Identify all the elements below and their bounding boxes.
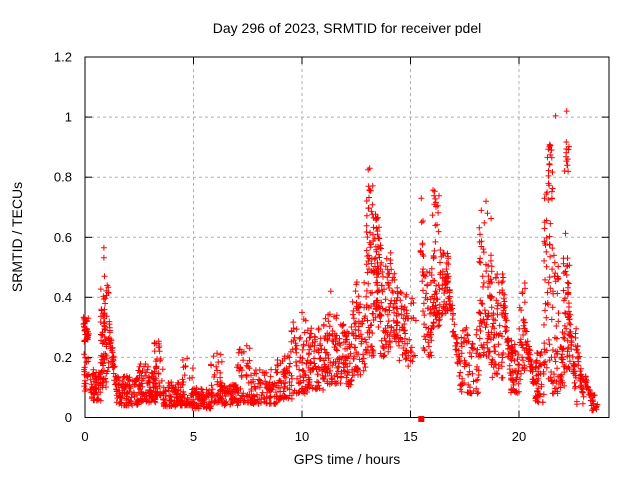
- scatter-points: [80, 108, 601, 422]
- y-tick-label: 0.8: [54, 170, 72, 185]
- x-axis-label: GPS time / hours: [294, 451, 401, 467]
- x-tick-label: 20: [512, 429, 526, 444]
- square-marker: [418, 416, 425, 422]
- y-tick-label: 0.2: [54, 350, 72, 365]
- x-tick-label: 10: [295, 429, 309, 444]
- x-tick-label: 5: [190, 429, 197, 444]
- plus-markers: [80, 108, 601, 414]
- x-tick-label: 15: [403, 429, 417, 444]
- chart-title: Day 296 of 2023, SRMTID for receiver pde…: [213, 20, 481, 36]
- y-tick-label: 0.4: [54, 290, 72, 305]
- y-tick-label: 0.6: [54, 230, 72, 245]
- plot-border: [84, 56, 610, 418]
- y-tick-label: 0: [65, 410, 72, 425]
- grid-lines: [85, 57, 609, 418]
- y-tick-label: 1: [65, 110, 72, 125]
- y-tick-label: 1.2: [54, 50, 72, 65]
- tick-labels: 0 5 10 15 20 0 0.2 0.4 0.6 0.8 1 1.2: [54, 50, 526, 445]
- x-tick-label: 0: [81, 429, 88, 444]
- y-axis-label: SRMTID / TECUs: [9, 182, 25, 292]
